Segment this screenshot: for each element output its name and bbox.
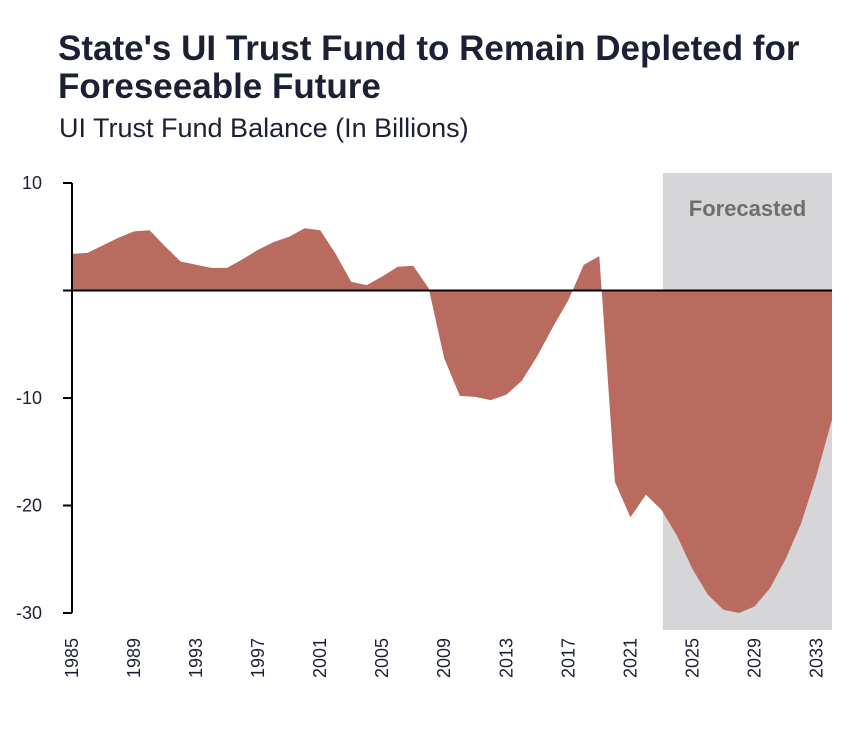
y-tick-label: 10 xyxy=(22,173,42,193)
y-tick-label: -30 xyxy=(16,603,42,623)
x-tick-label: 2029 xyxy=(744,638,764,678)
y-tick-label: -20 xyxy=(16,496,42,516)
forecast-label: Forecasted xyxy=(689,196,806,221)
x-axis-ticks: 1985 1989 1993 1997 2001 2005 2009 2013 2017 2021… xyxy=(62,638,826,678)
chart-title: State's UI Trust Fund to Remain Depleted… xyxy=(58,29,800,106)
x-tick-label: 2001 xyxy=(310,638,330,678)
x-tick-label: 1989 xyxy=(124,638,144,678)
x-tick-label: 2033 xyxy=(806,638,826,678)
y-axis-ticks: 10 -10 -20 -30 xyxy=(16,173,72,623)
x-tick-label: 2021 xyxy=(620,638,640,678)
x-tick-label: 2005 xyxy=(372,638,392,678)
chart-subtitle: UI Trust Fund Balance (In Billions) xyxy=(59,113,469,143)
trust-fund-balance-area xyxy=(72,228,832,613)
x-tick-label: 2017 xyxy=(558,638,578,678)
x-tick-label: 1985 xyxy=(62,638,82,678)
x-tick-label: 2009 xyxy=(434,638,454,678)
x-tick-label: 2013 xyxy=(496,638,516,678)
y-tick-label: -10 xyxy=(16,388,42,408)
x-tick-label: 2025 xyxy=(682,638,702,678)
x-tick-label: 1997 xyxy=(248,638,268,678)
x-tick-label: 1993 xyxy=(186,638,206,678)
